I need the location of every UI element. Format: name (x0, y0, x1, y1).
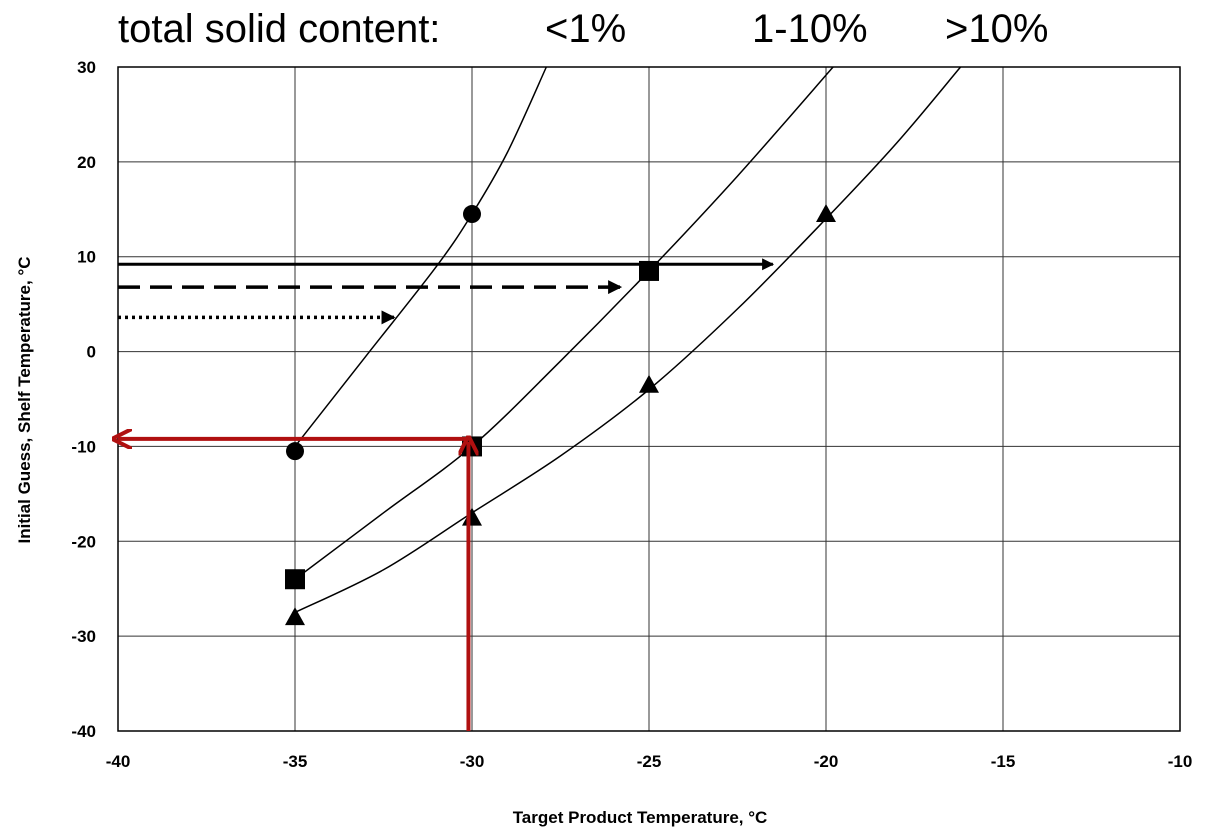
x-tick-label: -15 (991, 752, 1016, 771)
triangle-marker (816, 204, 836, 223)
square-marker (639, 260, 659, 281)
x-tick-labels: -40 -35 -30 -25 -20 -15 -10 (106, 752, 1193, 771)
legend-title: total solid content: (118, 7, 440, 51)
y-axis-title: Initial Guess, Shelf Temperature, °C (15, 256, 34, 543)
triangle-marker (639, 374, 659, 393)
x-tick-label: -25 (637, 752, 662, 771)
legend-entry-mid: 1-10% (752, 7, 868, 51)
y-tick-labels: -40 -30 -20 -10 0 10 20 30 (71, 58, 96, 741)
y-tick-label: -40 (71, 722, 96, 741)
square-marker (285, 569, 305, 590)
y-tick-label: 20 (77, 153, 96, 172)
x-tick-label: -10 (1168, 752, 1193, 771)
circle-marker (463, 205, 481, 224)
plot-frame (117, 66, 1181, 732)
y-tick-label: -30 (71, 627, 96, 646)
x-tick-label: -20 (814, 752, 839, 771)
series-markers (285, 204, 836, 626)
y-tick-label: -20 (71, 532, 96, 551)
x-tick-label: -40 (106, 752, 131, 771)
x-tick-label: -35 (283, 752, 308, 771)
series-curve-square (294, 66, 834, 580)
gridlines (117, 66, 1181, 732)
series-curves (294, 66, 962, 614)
triangle-marker (285, 607, 305, 626)
legend-entry-low: <1% (545, 7, 626, 51)
circle-marker (286, 442, 304, 461)
legend-entry-high: >10% (945, 7, 1048, 51)
annotation-arrows (118, 258, 775, 731)
y-tick-label: 0 (87, 343, 96, 362)
y-tick-label: 10 (77, 248, 96, 267)
series-curve-triangle (294, 66, 962, 614)
x-axis-title: Target Product Temperature, °C (513, 808, 768, 827)
y-tick-label: -10 (71, 437, 96, 456)
x-tick-label: -30 (460, 752, 485, 771)
series-curve-circle (294, 66, 548, 447)
y-tick-label: 30 (77, 58, 96, 77)
